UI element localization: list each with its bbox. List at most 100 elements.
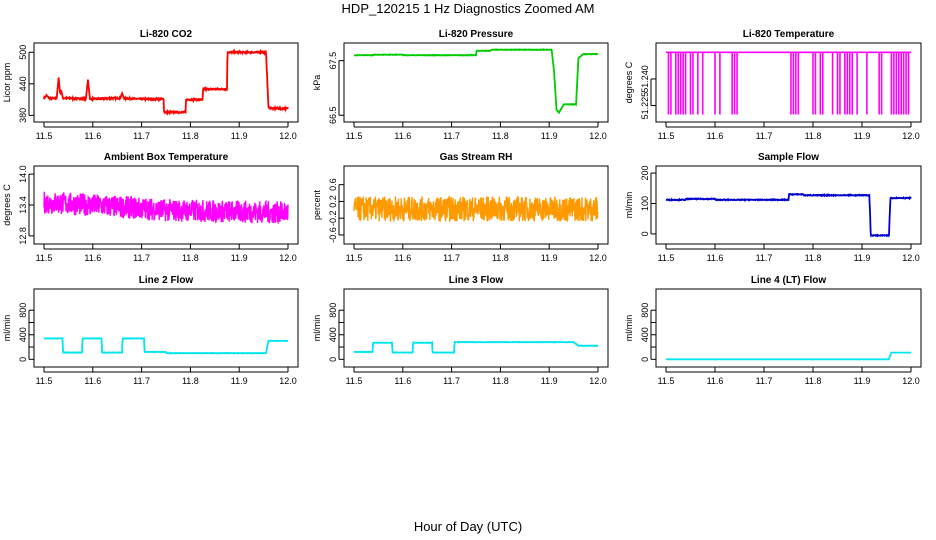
y-tick-label: 13.4 bbox=[18, 196, 28, 214]
x-tick-label: 11.7 bbox=[133, 376, 150, 386]
y-tick-label: 12.8 bbox=[18, 227, 28, 245]
x-tick-label: 12.0 bbox=[902, 376, 920, 386]
series-line bbox=[353, 48, 599, 115]
x-tick-label: 11.8 bbox=[182, 253, 199, 263]
series-line bbox=[43, 191, 289, 225]
y-tick-label: 400 bbox=[328, 327, 338, 342]
x-tick-label: 12.0 bbox=[279, 131, 297, 141]
y-tick-label: 100 bbox=[640, 196, 650, 211]
x-tick-label: 11.6 bbox=[707, 253, 724, 263]
y-tick-label: 800 bbox=[328, 303, 338, 318]
y-tick-label: -0.2 bbox=[328, 210, 338, 226]
y-tick-label: 51.225 bbox=[640, 92, 650, 120]
y-tick-label: 51.240 bbox=[640, 65, 650, 93]
panel-li-820-temperature: Li-820 Temperature 11.5 11.6 11.7 11.8 11.9 12… bbox=[624, 29, 922, 141]
x-tick-label: 11.9 bbox=[541, 376, 558, 386]
plot-frame bbox=[655, 165, 922, 245]
x-tick-label: 11.9 bbox=[231, 131, 248, 141]
x-tick-label: 11.6 bbox=[84, 131, 101, 141]
x-tick-label: 11.5 bbox=[658, 376, 675, 386]
x-tick-label: 11.8 bbox=[182, 376, 199, 386]
x-tick-label: 11.5 bbox=[36, 131, 53, 141]
x-tick-label: 11.7 bbox=[443, 131, 460, 141]
y-tick-label: 440 bbox=[18, 76, 28, 91]
x-tick-label: 11.7 bbox=[443, 253, 460, 263]
panel-sample-flow: Sample Flow 11.5 11.6 11.7 11.8 11.9 12.0 0 100 2… bbox=[624, 152, 922, 263]
x-tick-label: 11.6 bbox=[84, 376, 101, 386]
x-tick-label: 11.9 bbox=[854, 253, 871, 263]
x-tick-label: 11.9 bbox=[854, 131, 871, 141]
y-tick-label: 66.5 bbox=[328, 107, 338, 125]
series-line bbox=[353, 195, 599, 223]
panel-gas-stream-rh: Gas Stream RH 11.5 11.6 11.7 11.8 11.9 12.0 -0.… bbox=[312, 152, 609, 263]
x-tick-label: 11.6 bbox=[707, 376, 724, 386]
x-tick-label: 11.9 bbox=[541, 131, 558, 141]
plot-frame bbox=[655, 288, 922, 368]
x-tick-label: 11.6 bbox=[394, 253, 411, 263]
y-axis-label: kPa bbox=[312, 75, 322, 91]
plot-frame bbox=[343, 165, 609, 245]
panel-li-820-pressure: Li-820 Pressure 11.5 11.6 11.7 11.8 11.9 12.0 6… bbox=[312, 29, 609, 141]
panel-title: Line 3 Flow bbox=[449, 275, 504, 286]
panel-line-3-flow: Line 3 Flow 11.5 11.6 11.7 11.8 11.9 12.0 0 400 8… bbox=[312, 275, 609, 386]
x-tick-label: 11.8 bbox=[492, 376, 509, 386]
figure-xlabel: Hour of Day (UTC) bbox=[414, 519, 522, 534]
panel-line-2-flow: Line 2 Flow 11.5 11.6 11.7 11.8 11.9 12.0 0 400 8… bbox=[2, 275, 299, 386]
y-tick-label: 0 bbox=[18, 357, 28, 362]
x-tick-label: 11.7 bbox=[133, 253, 150, 263]
x-tick-label: 12.0 bbox=[589, 253, 607, 263]
panel-line-4-lt-flow: Line 4 (LT) Flow 11.5 11.6 11.7 11.8 11.9 12.0… bbox=[624, 275, 922, 386]
y-tick-label: -0.6 bbox=[328, 227, 338, 243]
x-tick-label: 11.8 bbox=[805, 131, 822, 141]
series-line bbox=[353, 340, 599, 354]
x-tick-label: 11.5 bbox=[658, 253, 675, 263]
panel-grid: Li-820 CO2 11.5 11.6 11.7 11.8 11.9 12.0 380 440… bbox=[2, 29, 922, 386]
y-tick-label: 0.2 bbox=[328, 195, 338, 208]
y-axis-label: ml/min bbox=[312, 315, 322, 342]
y-tick-label: 200 bbox=[640, 166, 650, 181]
y-tick-label: 67.5 bbox=[328, 52, 338, 70]
x-tick-label: 11.6 bbox=[394, 376, 411, 386]
figure-title: HDP_120215 1 Hz Diagnostics Zoomed AM bbox=[342, 1, 595, 16]
x-tick-label: 11.8 bbox=[805, 376, 822, 386]
panel-title: Gas Stream RH bbox=[440, 152, 513, 163]
series-line bbox=[666, 51, 911, 115]
panel-ambient-box-temperature: Ambient Box Temperature 11.5 11.6 11.7 11.8 1… bbox=[2, 152, 299, 263]
x-tick-label: 12.0 bbox=[279, 376, 297, 386]
series-line bbox=[43, 336, 289, 355]
x-tick-label: 12.0 bbox=[902, 131, 920, 141]
y-tick-label: 400 bbox=[640, 327, 650, 342]
x-tick-label: 11.8 bbox=[182, 131, 199, 141]
y-axis-label: ml/min bbox=[2, 315, 12, 342]
x-tick-label: 11.9 bbox=[231, 253, 248, 263]
x-tick-label: 11.9 bbox=[854, 376, 871, 386]
x-tick-label: 11.8 bbox=[805, 253, 822, 263]
plot-frame bbox=[33, 42, 299, 123]
x-tick-label: 11.5 bbox=[36, 253, 53, 263]
y-axis-label: degrees C bbox=[624, 61, 634, 103]
x-tick-label: 11.5 bbox=[36, 376, 53, 386]
y-tick-label: 800 bbox=[18, 303, 28, 318]
y-axis-label: degrees C bbox=[2, 184, 12, 226]
plot-frame bbox=[343, 42, 609, 123]
y-tick-label: 0.6 bbox=[328, 178, 338, 191]
x-tick-label: 11.9 bbox=[541, 253, 558, 263]
y-tick-label: 0 bbox=[640, 231, 650, 236]
x-tick-label: 11.7 bbox=[756, 253, 773, 263]
y-tick-label: 400 bbox=[18, 327, 28, 342]
panel-title: Sample Flow bbox=[758, 152, 819, 163]
y-tick-label: 0 bbox=[640, 357, 650, 362]
x-tick-label: 11.7 bbox=[133, 131, 150, 141]
y-axis-label: ml/min bbox=[624, 192, 634, 219]
x-tick-label: 11.9 bbox=[231, 376, 248, 386]
y-axis-label: Licor ppm bbox=[2, 63, 12, 103]
plot-frame bbox=[33, 288, 299, 368]
x-tick-label: 12.0 bbox=[589, 131, 607, 141]
x-tick-label: 11.6 bbox=[84, 253, 101, 263]
series-line bbox=[666, 351, 911, 361]
panel-title: Li-820 CO2 bbox=[140, 29, 193, 40]
x-tick-label: 11.8 bbox=[492, 131, 509, 141]
x-tick-label: 11.7 bbox=[756, 376, 773, 386]
plot-frame bbox=[655, 42, 922, 123]
y-tick-label: 14.0 bbox=[18, 165, 28, 183]
